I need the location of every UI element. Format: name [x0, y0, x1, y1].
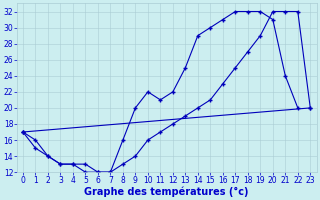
X-axis label: Graphe des températures (°c): Graphe des températures (°c) [84, 186, 249, 197]
